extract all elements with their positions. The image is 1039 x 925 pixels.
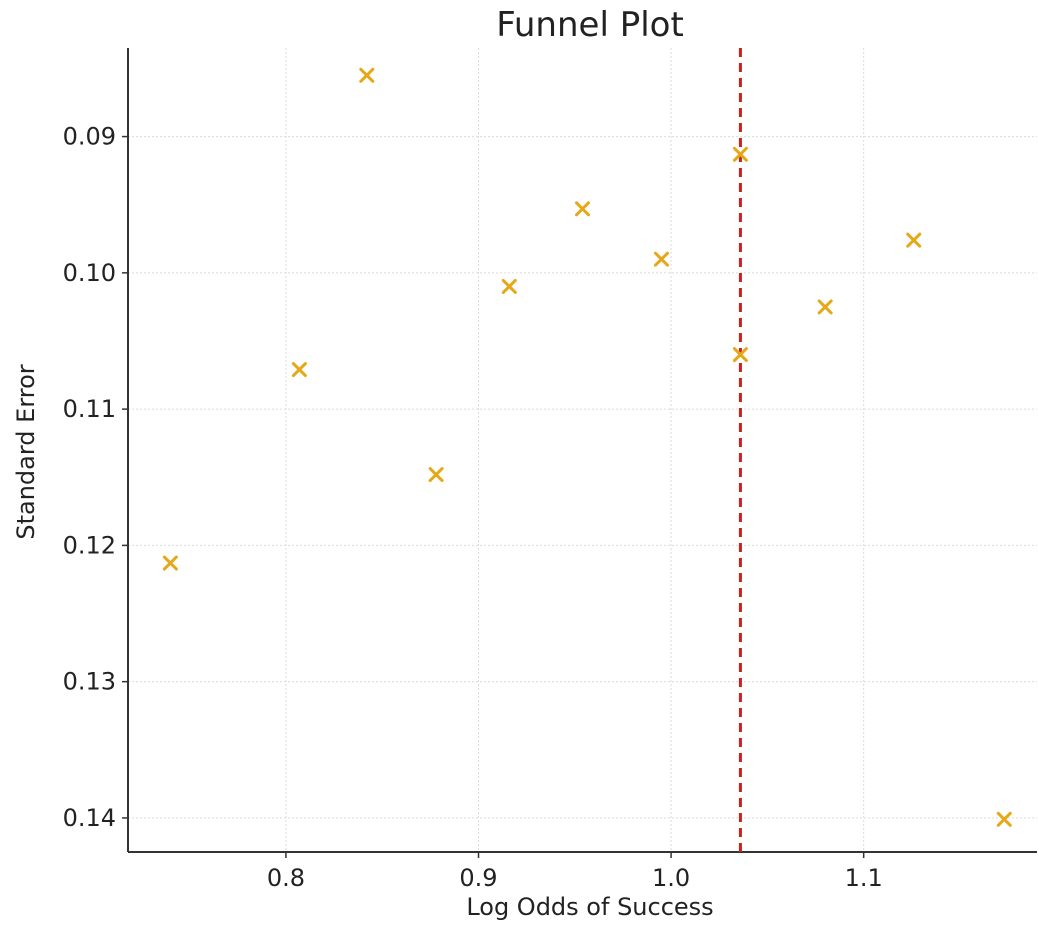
x-tick-label: 0.9	[459, 864, 497, 892]
y-axis-label: Standard Error	[12, 364, 40, 539]
y-tick-label: 0.13	[63, 668, 116, 696]
x-tick-label: 1.1	[845, 864, 883, 892]
data-point-stroke	[428, 467, 444, 483]
data-point	[732, 347, 748, 363]
data-point-stroke	[501, 278, 517, 294]
data-point	[162, 555, 178, 571]
data-point	[732, 146, 748, 162]
data-point-stroke	[732, 347, 748, 363]
data-point-stroke	[575, 201, 590, 217]
data-point	[359, 67, 375, 83]
data-point	[575, 201, 590, 217]
y-tick-label: 0.12	[63, 531, 116, 559]
data-point	[653, 251, 669, 267]
y-tick-label: 0.09	[63, 123, 116, 151]
data-points	[162, 67, 1012, 827]
data-point-stroke	[291, 362, 307, 378]
y-tick-label: 0.10	[63, 259, 116, 287]
data-point	[817, 299, 833, 315]
data-point-stroke	[653, 251, 669, 267]
y-tick-label: 0.14	[63, 804, 116, 832]
data-point-stroke	[732, 146, 748, 162]
data-point	[501, 278, 517, 294]
data-point	[906, 232, 922, 248]
data-point	[996, 811, 1012, 827]
data-point-stroke	[817, 299, 833, 315]
x-axis-label: Log Odds of Success	[466, 893, 713, 921]
x-tick-label: 1.0	[652, 864, 690, 892]
data-point-stroke	[162, 555, 178, 571]
chart-title: Funnel Plot	[496, 5, 684, 45]
data-point-stroke	[996, 811, 1012, 827]
data-point	[428, 467, 444, 483]
data-point-stroke	[906, 232, 922, 248]
grid-lines	[128, 48, 1037, 852]
tick-labels: 0.8 0.9 1.0 1.1 0.09 0.10 0.11 0.12 0.13 0.14	[63, 123, 883, 892]
x-tick-label: 0.8	[267, 864, 305, 892]
y-tick-label: 0.11	[63, 395, 116, 423]
axes	[122, 48, 1037, 858]
data-point-stroke	[359, 67, 375, 83]
data-point	[291, 362, 307, 378]
